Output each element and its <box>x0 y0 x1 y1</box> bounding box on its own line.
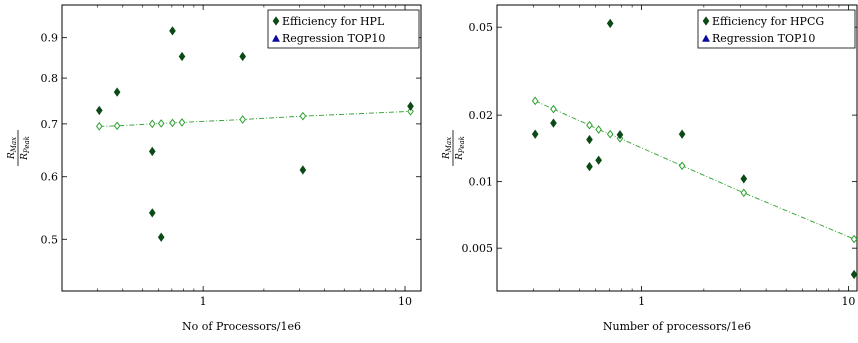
efficiency-point <box>148 146 156 157</box>
series-efficiency <box>531 18 858 280</box>
regression-point <box>178 118 186 127</box>
y-tick-label: 0.9 <box>41 32 59 45</box>
regression-point <box>148 119 156 129</box>
regression-point <box>157 119 165 128</box>
legend-label-efficiency: Efficiency for HPL <box>282 15 385 28</box>
efficiency-point <box>531 129 539 139</box>
regression-point <box>606 129 614 139</box>
legend-marker-regression <box>701 34 711 42</box>
y-axis-label-numerator: RMax <box>7 137 18 160</box>
regression-point <box>531 96 539 106</box>
legend: Efficiency for HPCG Regression TOP10 <box>697 9 856 49</box>
y-tick-label: 0.7 <box>41 118 59 131</box>
y-tick-label: 0.005 <box>462 242 494 255</box>
efficiency-point <box>148 208 156 218</box>
legend-marker-efficiency <box>272 16 280 26</box>
y-tick-label: 0.02 <box>469 109 494 122</box>
efficiency-point <box>113 87 121 97</box>
series-efficiency <box>95 26 414 242</box>
legend: Efficiency for HPL Regression TOP10 <box>267 9 420 49</box>
efficiency-point <box>550 118 557 128</box>
regression-point <box>595 125 602 134</box>
regression-line <box>535 100 855 240</box>
legend-label-regression: Regression TOP10 <box>282 32 385 45</box>
regression-point <box>407 107 414 116</box>
plot-frame <box>61 4 422 292</box>
plot-frame <box>496 4 858 292</box>
regression-point <box>169 118 176 128</box>
regression-point <box>586 120 593 130</box>
efficiency-point <box>169 26 176 36</box>
regression-point <box>678 161 686 171</box>
efficiency-point <box>606 18 614 29</box>
efficiency-point <box>678 129 686 139</box>
efficiency-point <box>586 134 593 145</box>
efficiency-point <box>850 269 858 280</box>
regression-point <box>740 188 748 198</box>
x-tick-label: 10 <box>841 295 855 308</box>
x-tick-label: 10 <box>398 295 412 308</box>
x-axis-label: Number of processors/1e6 <box>603 320 751 333</box>
legend-box <box>697 9 856 49</box>
legend-marker-regression <box>271 34 281 42</box>
regression-point <box>850 234 858 244</box>
x-axis-label: No of Processors/1e6 <box>182 320 301 333</box>
regression-point <box>299 111 307 121</box>
y-axis-label-numerator: RMax <box>442 137 453 160</box>
y-tick-label: 0.5 <box>41 233 59 246</box>
series-regression <box>531 96 858 244</box>
y-tick-label: 0.05 <box>469 21 494 34</box>
efficiency-point <box>586 161 593 172</box>
regression-point <box>239 115 247 124</box>
efficiency-point <box>157 232 165 242</box>
y-tick-label: 0.8 <box>41 72 59 85</box>
regression-point <box>550 104 557 114</box>
legend-label-regression: Regression TOP10 <box>712 32 815 45</box>
legend-marker-efficiency <box>702 16 710 26</box>
y-tick-label: 0.6 <box>41 171 59 184</box>
regression-line <box>99 110 411 127</box>
efficiency-point <box>178 51 186 62</box>
efficiency-point <box>299 165 307 175</box>
series-regression <box>95 107 414 131</box>
chart-panel-2: 1 10 0.005 0.01 0.02 0.05 Number of processors… <box>442 4 858 333</box>
legend-label-efficiency: Efficiency for HPCG <box>712 15 824 28</box>
efficiency-point <box>239 51 246 62</box>
efficiency-point <box>616 130 624 140</box>
y-axis-label-denominator: RPeak <box>20 136 31 161</box>
regression-point <box>95 122 103 131</box>
regression-point <box>113 121 121 131</box>
efficiency-point <box>595 155 602 165</box>
chart-panel-1: 1 10 0.5 0.6 0.7 0.8 0.9 No of Processors/1e6 RM… <box>7 4 422 333</box>
efficiency-point <box>95 105 103 116</box>
y-axis-label-denominator: RPeak <box>455 136 466 161</box>
y-tick-label: 0.01 <box>469 176 494 189</box>
efficiency-point <box>740 174 748 184</box>
legend-box <box>267 9 420 49</box>
x-tick-label: 1 <box>638 295 645 308</box>
efficiency-point <box>407 101 414 111</box>
x-tick-label: 1 <box>200 295 207 308</box>
